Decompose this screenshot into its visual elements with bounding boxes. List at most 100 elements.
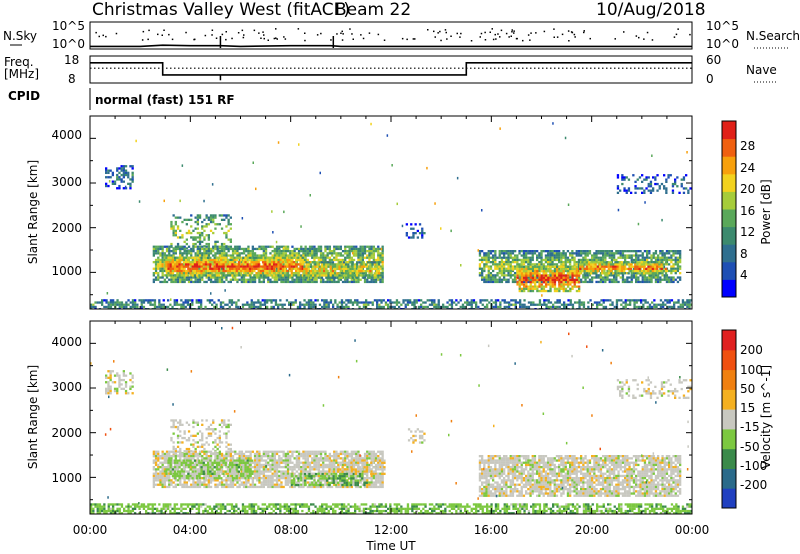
echo-cell — [163, 254, 166, 257]
echo-cell — [281, 265, 285, 268]
echo-cell — [244, 303, 247, 306]
echo-cell — [278, 254, 281, 257]
echo-cell — [185, 274, 188, 277]
echo-cell — [200, 303, 203, 306]
echo-cell — [322, 252, 325, 255]
echo-cell — [112, 303, 115, 306]
echo-cell — [355, 252, 358, 255]
echo-cell — [512, 303, 515, 306]
echo-cell — [187, 280, 191, 284]
echo-cell — [536, 287, 539, 290]
echo-cell — [103, 299, 106, 302]
echo-cell — [351, 263, 354, 266]
echo-cell — [630, 280, 633, 284]
echo-cell — [573, 272, 576, 275]
echo-cell — [442, 305, 445, 309]
echo-cell — [328, 258, 331, 262]
echo-cell — [305, 265, 308, 268]
echo-cell — [657, 303, 660, 306]
noise-search-point — [530, 32, 532, 34]
echo-cell — [624, 256, 627, 259]
echo-cell — [244, 265, 247, 268]
echo-speck — [255, 187, 257, 191]
echo-cell — [483, 280, 486, 284]
echo-cell — [323, 267, 326, 271]
echo-cell — [659, 280, 662, 284]
echo-cell — [283, 303, 286, 306]
echo-cell — [261, 299, 264, 302]
echo-cell — [129, 184, 132, 188]
echo-cell — [410, 223, 413, 226]
noise-search-point — [368, 32, 371, 34]
echo-cell — [587, 265, 591, 268]
echo-cell — [253, 276, 257, 279]
echo-cell — [131, 167, 134, 170]
echo-cell — [229, 272, 232, 275]
echo-cell — [652, 176, 655, 179]
echo-cell — [308, 247, 312, 251]
echo-cell — [637, 256, 640, 259]
echo-cell — [608, 254, 611, 257]
echo-cell — [197, 301, 201, 304]
echo-cell — [289, 269, 292, 273]
echo-cell — [628, 276, 631, 279]
echo-cell — [373, 299, 377, 302]
echo-cell — [207, 265, 210, 268]
echo-cell — [545, 283, 548, 286]
echo-cell — [628, 250, 631, 253]
noise-search-point — [163, 29, 165, 31]
echo-cell — [359, 272, 362, 275]
echo-cell — [161, 247, 164, 251]
echo-cell — [604, 299, 608, 302]
echo-cell — [295, 254, 298, 257]
echo-speck — [298, 143, 300, 146]
echo-cell — [241, 303, 245, 306]
echo-cell — [446, 305, 449, 309]
echo-cell — [637, 254, 640, 257]
echo-cell — [520, 265, 524, 268]
echo-cell — [633, 305, 636, 309]
echo-cell — [560, 265, 563, 268]
echo-cell — [247, 272, 250, 275]
echo-cell — [610, 256, 614, 259]
echo-cell — [640, 301, 643, 304]
echo-cell — [562, 265, 565, 268]
echo-cell — [543, 299, 546, 302]
noise-search-point — [241, 29, 244, 32]
echo-cell — [327, 265, 330, 268]
echo-cell — [240, 280, 243, 284]
echo-cell — [619, 189, 622, 192]
echo-cell — [606, 278, 609, 281]
echo-speck — [352, 251, 354, 255]
echo-cell — [558, 289, 561, 293]
echo-cell — [670, 276, 673, 279]
echo-cell — [673, 303, 676, 306]
echo-cell — [275, 256, 278, 259]
echo-cell — [185, 256, 188, 259]
echo-cell — [293, 278, 296, 281]
echo-cell — [575, 265, 579, 268]
echo-cell — [538, 269, 541, 273]
echo-cell — [154, 245, 158, 248]
echo-cell — [483, 258, 486, 262]
echo-cell — [381, 258, 384, 262]
echo-cell — [544, 261, 548, 264]
echo-cell — [194, 216, 197, 219]
echo-cell — [627, 187, 631, 190]
echo-cell — [422, 305, 425, 309]
echo-cell — [138, 299, 141, 302]
echo-cell — [571, 305, 575, 309]
echo-cell — [220, 242, 224, 246]
echo-cell — [277, 269, 280, 273]
noise-search-point — [495, 38, 497, 40]
echo-cell — [315, 276, 318, 279]
echo-cell — [514, 258, 517, 262]
echo-cell — [262, 274, 265, 277]
echo-cell — [154, 261, 158, 264]
noise-left-label: N.Sky — [3, 29, 37, 43]
freq-label-line2: [MHz] — [4, 67, 39, 81]
echo-cell — [588, 278, 592, 281]
echo-cell — [317, 250, 320, 253]
echo-cell — [225, 276, 228, 279]
echo-cell — [635, 301, 638, 304]
